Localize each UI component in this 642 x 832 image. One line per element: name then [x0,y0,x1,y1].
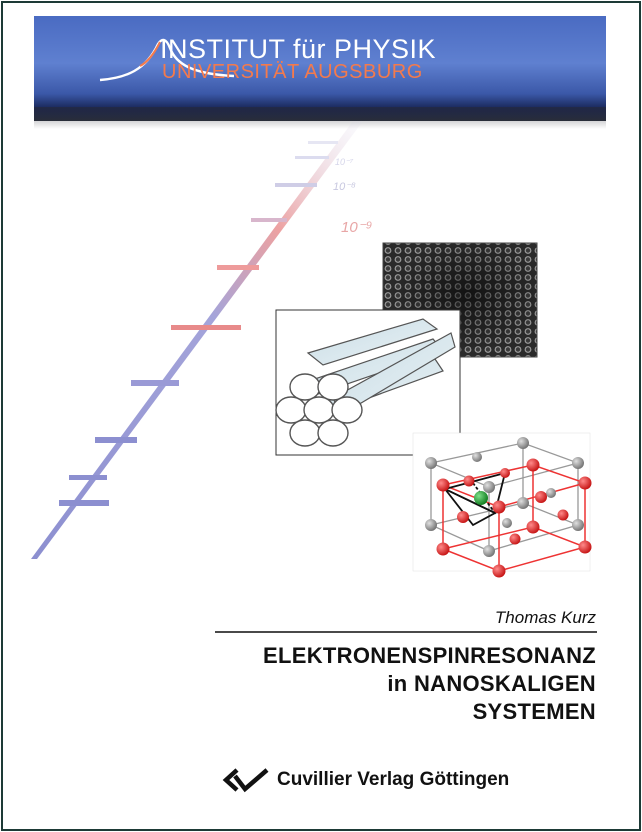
scale-tick [59,500,109,506]
author-name: Thomas Kurz [494,608,596,627]
publisher-name: Cuvillier Verlag Göttingen [277,769,510,790]
institute-swoosh-icon [99,38,235,82]
cuvillier-logo-icon [222,768,269,793]
crystal-lattice-diagram [412,432,592,578]
institute-title: INSTITUT für PHYSIK [160,34,437,64]
university-name: UNIVERSITÄT AUGSBURG [162,61,423,83]
book-title-line-2: in NANOSKALIGEN [387,671,596,696]
book-title-line-3: SYSTEMEN [472,699,596,724]
scale-ticks [59,141,338,506]
publisher-block: Cuvillier Verlag Göttingen [221,765,509,795]
green-atom [474,491,488,505]
scale-tick [95,437,137,443]
scale-tick [131,380,179,386]
scale-tick [69,475,107,480]
scale-tick [217,265,259,270]
institute-banner: INSTITUT für PHYSIK UNIVERSITÄT AUGSBURG [34,16,606,121]
title-separator [215,631,597,633]
scale-label-e8: 10⁻⁸ [333,181,356,193]
scale-tick [251,218,287,222]
scale-label-e7: 10⁻⁷ [335,157,354,167]
logarithmic-scale-graphic: 10⁻⁹ 10⁻⁸ 10⁻⁷ [31,121,372,559]
scale-label-e9: 10⁻⁹ [341,219,372,236]
nanotube-bundle-drawing [275,309,461,456]
book-title-line-1: ELEKTRONENSPINRESONANZ [263,643,596,668]
scale-tick [275,183,317,187]
nanostructure-illustrations [275,242,592,578]
scale-tick [171,325,241,330]
banner-shadow [34,107,606,129]
scale-tick [295,156,329,159]
scale-axis [31,121,363,559]
scale-tick [308,141,338,144]
